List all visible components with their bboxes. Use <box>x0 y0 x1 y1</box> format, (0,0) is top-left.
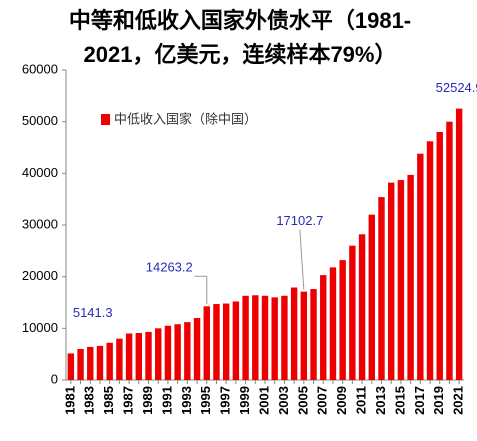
bar <box>407 174 414 380</box>
bar <box>426 141 434 380</box>
bar <box>300 291 308 380</box>
bar <box>397 180 405 380</box>
bar <box>135 332 143 380</box>
x-tick-label: 2001 <box>256 386 271 415</box>
bar <box>222 303 230 380</box>
bar <box>184 322 191 380</box>
bar <box>320 275 327 380</box>
bar <box>339 260 346 380</box>
bar <box>67 353 75 380</box>
bar <box>77 349 84 380</box>
bar <box>378 197 385 380</box>
x-tick-label: 2021 <box>451 386 466 415</box>
x-tick-label: 1983 <box>82 386 97 415</box>
y-tick-label: 0 <box>51 371 58 386</box>
bar <box>174 324 181 380</box>
bar <box>436 132 443 380</box>
x-tick-label: 1989 <box>140 386 155 415</box>
x-tick-label: 2005 <box>295 386 310 415</box>
y-tick-label: 10000 <box>22 320 58 335</box>
x-tick-label: 1985 <box>101 386 116 415</box>
bar <box>290 287 298 380</box>
x-tick-label: 2015 <box>392 386 407 415</box>
x-tick-label: 2017 <box>412 386 427 415</box>
data-label: 52524.9 <box>436 80 477 95</box>
x-tick-label: 1993 <box>179 386 194 415</box>
bar <box>125 333 133 380</box>
data-label: 17102.7 <box>276 213 323 228</box>
bar <box>261 295 269 380</box>
y-tick-label: 60000 <box>22 61 58 76</box>
x-tick-label: 1995 <box>198 386 213 415</box>
bar <box>368 214 375 380</box>
bar <box>203 306 210 380</box>
y-tick-label: 40000 <box>22 165 58 180</box>
bar <box>116 338 123 380</box>
bar <box>242 295 249 380</box>
x-tick-label: 2003 <box>276 386 291 415</box>
bar <box>281 295 288 380</box>
bar <box>446 121 453 381</box>
bar <box>87 346 94 380</box>
bar <box>417 153 424 380</box>
x-tick-label: 2011 <box>354 386 369 414</box>
bar <box>329 267 337 380</box>
bar <box>252 295 259 380</box>
bar <box>349 245 356 380</box>
bar <box>145 331 152 380</box>
chart-title: 中等和低收入国家外债水平（1981-2021，亿美元，连续样本79%） <box>68 8 412 67</box>
y-tick-label: 20000 <box>22 268 58 283</box>
x-tick-label: 2009 <box>334 386 349 415</box>
x-tick-label: 1997 <box>218 386 233 415</box>
bar <box>232 301 240 380</box>
bar <box>271 297 278 380</box>
bar <box>96 345 104 380</box>
data-label: 5141.3 <box>73 305 113 320</box>
legend-label: 中低收入国家（除中国） <box>114 111 257 126</box>
bar <box>358 234 366 380</box>
x-tick-label: 2013 <box>373 386 388 415</box>
legend-swatch <box>101 114 110 125</box>
x-tick-label: 1987 <box>121 386 136 415</box>
bar <box>387 182 395 380</box>
bar <box>155 328 162 380</box>
y-tick-label: 30000 <box>22 216 58 231</box>
bar <box>164 325 172 380</box>
bar <box>193 318 201 380</box>
x-tick-label: 1991 <box>159 386 174 415</box>
x-tick-label: 1981 <box>62 386 77 415</box>
x-tick-label: 1999 <box>237 386 252 415</box>
leader-line <box>194 275 208 305</box>
bar <box>455 108 463 381</box>
y-tick-label: 50000 <box>22 113 58 128</box>
bar <box>106 342 113 380</box>
x-tick-label: 2019 <box>431 386 446 415</box>
leader-line <box>299 229 305 290</box>
x-tick-label: 2007 <box>315 386 330 415</box>
bar <box>213 304 220 380</box>
bar <box>310 289 317 380</box>
data-label: 14263.2 <box>146 260 193 275</box>
